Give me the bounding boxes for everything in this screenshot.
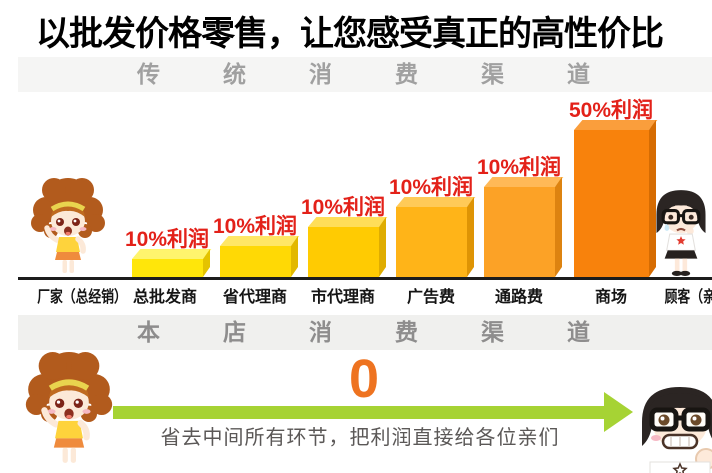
category-label-省代理商: 省代理商 [222, 289, 288, 306]
category-label-广告费: 广告费 [406, 289, 456, 306]
chart-baseline [18, 277, 712, 280]
category-label-市代理商: 市代理商 [310, 289, 376, 306]
profit-label-商场: 50%利润 [568, 99, 654, 122]
category-label-顾客（亲们）: 顾客（亲们） [664, 289, 712, 306]
bar-side-face [378, 217, 386, 277]
category-label-row: 厂家（总经销） 总批发商 省代理商 市代理商 广告费 通路费 商场 顾客（亲们） [0, 283, 712, 306]
green-arrow [113, 406, 605, 419]
profit-label-市代理商: 10%利润 [300, 196, 386, 219]
category-label-厂家（总经销）: 厂家（总经销） [37, 289, 127, 306]
bar-side-face [466, 197, 474, 277]
category-label-商场: 商场 [594, 289, 628, 306]
mascot-girl-waving-icon [25, 352, 113, 463]
bar-side-face [554, 177, 562, 277]
profit-label-省代理商: 10%利润 [212, 215, 298, 238]
page-title: 以批发价格零售，让您感受真正的高性价比 [36, 15, 664, 53]
profit-label-总批发商: 10%利润 [124, 228, 210, 251]
profit-bar-省代理商 [219, 236, 299, 277]
profit-bar-通路费 [483, 177, 563, 277]
green-arrow-head-icon [604, 392, 633, 432]
customer-girl-happy-icon [642, 387, 712, 473]
zero-markup-label: 0 [348, 349, 380, 409]
direct-sale-caption: 省去中间所有环节，把利润直接给各位亲们 [160, 427, 560, 449]
profit-bar-总批发商 [131, 249, 211, 277]
chart-area: 10%利润 10%利润 10%利润 10%利润 10%利润 50%利润 [124, 99, 657, 277]
profit-label-广告费: 10%利润 [388, 176, 474, 199]
customer-girl-crying-icon [656, 190, 706, 276]
category-label-总批发商: 总批发商 [132, 289, 198, 306]
profit-bar-市代理商 [307, 217, 387, 277]
profit-bar-商场 [573, 120, 657, 277]
store-channel-banner: 本店消费渠道 [18, 315, 712, 350]
traditional-channel-banner: 传统消费渠道 [18, 57, 712, 92]
profit-label-通路费: 10%利润 [476, 156, 562, 179]
profit-bar-广告费 [395, 197, 475, 277]
mascot-girl-waving-icon [31, 178, 105, 273]
category-label-通路费: 通路费 [494, 289, 544, 306]
